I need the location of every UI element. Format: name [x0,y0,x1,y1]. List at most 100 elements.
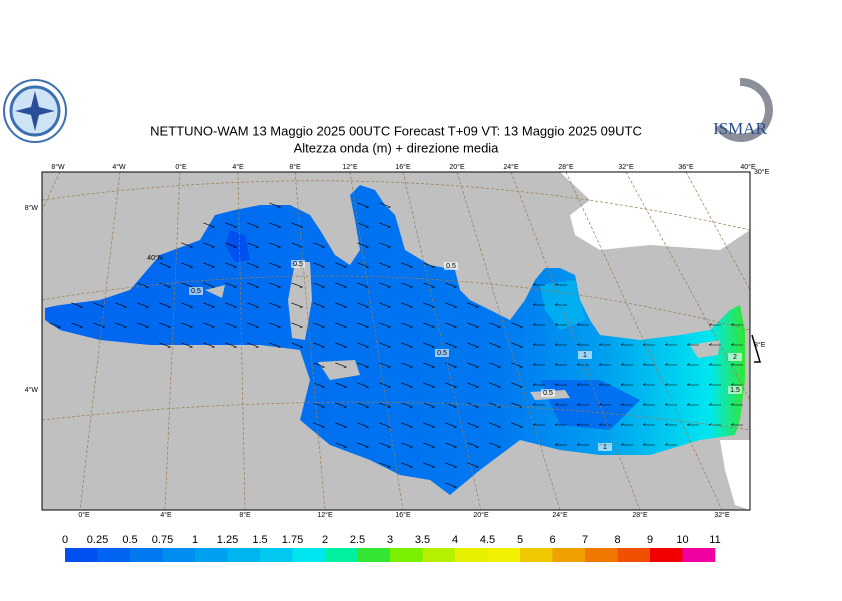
colorbar-label: 4.5 [480,534,495,546]
arrow [532,343,545,346]
arrow [467,322,479,328]
colorbar-label: 1.75 [282,534,303,546]
arrow [269,322,281,328]
arrow [686,383,699,386]
arrow [708,403,721,406]
colorbar-swatch [65,548,98,562]
arrow [313,322,325,328]
subtitle: Altezza onda (m) + direzione media [294,140,500,155]
arrow [225,242,237,248]
arrow [269,222,281,228]
arrow [554,423,567,426]
contour-label-bg [728,353,742,361]
arrow [335,382,347,388]
arrow-ref [751,334,762,363]
coord-label: 4°E [232,163,244,171]
colorbar-label: 8 [614,534,620,546]
contour-label-bg [578,351,592,359]
arrow [357,382,369,388]
arrow [598,383,611,386]
island [205,285,225,298]
arrow [379,282,391,288]
arrow [511,342,523,348]
colorbar-label: 10 [676,534,688,546]
arrow [357,442,369,448]
coord-label: 36°E [678,163,694,171]
arrow [181,322,193,328]
arrow [664,363,677,366]
arrow [620,343,633,346]
arrow [642,403,655,406]
arrow [445,482,457,488]
arrow [445,382,457,388]
coord-label: 12°E [342,163,358,171]
arrow [686,423,699,426]
arrow [379,342,391,348]
sea-shade [225,230,250,262]
coord-label: 32°E [618,163,634,171]
arrow [708,363,721,366]
arrow [379,442,391,448]
arrow [225,322,237,328]
colorbar-label: 11 [709,534,720,546]
arrow [445,462,457,468]
arrow [620,443,633,446]
arrow [159,302,171,308]
arrow [445,302,457,308]
arrow [357,342,369,348]
title: NETTUNO-WAM 13 Maggio 2025 00UTC Forecas… [150,123,642,138]
arrow [203,222,215,228]
coord-label: 4°W [25,386,39,394]
contour-label: 0.5 [191,288,201,295]
island [318,360,360,380]
contour-label: 2 [733,354,737,361]
arrow [379,322,391,328]
arrow [554,283,567,286]
coord-label: 8°E [239,511,251,519]
colorbar-label: 5 [517,534,523,546]
arrow [445,422,457,428]
coord-label: 16°E [395,511,411,519]
arrow [642,443,655,446]
arrow [335,282,347,288]
colorbar-label: 6 [549,534,555,546]
arrow [335,262,347,268]
coord-label: 20°E [473,511,489,519]
coord-label: 8°E [289,163,301,171]
arrow [181,242,193,248]
coord-label: 16°E [395,163,411,171]
arrow [357,262,369,268]
arrow [401,462,413,468]
arrow [642,363,655,366]
arrow [401,342,413,348]
arrow [423,422,435,428]
arrow [708,343,721,346]
colorbar-swatch [357,548,391,562]
arrow [511,362,523,368]
colorbar-swatch [520,548,553,562]
colorbar-swatch [260,548,293,562]
arrow [313,422,325,428]
arrow [379,362,391,368]
arrow [137,322,149,328]
arrow [664,423,677,426]
arrow [379,382,391,388]
arrow [489,322,501,328]
arrow [489,342,501,348]
arrow [401,362,413,368]
logo-text: ISMAR [713,119,768,138]
arrow [642,343,655,346]
arrow [357,362,369,368]
arrow [467,402,479,408]
colorbar-swatch [162,548,196,562]
arrow [379,402,391,408]
arrow [335,342,347,348]
arrow [576,443,589,446]
arrow [159,262,171,268]
arrow [291,322,303,328]
island [288,262,312,340]
colorbar-swatch [682,548,716,562]
arrow [225,282,237,288]
arrow [686,343,699,346]
